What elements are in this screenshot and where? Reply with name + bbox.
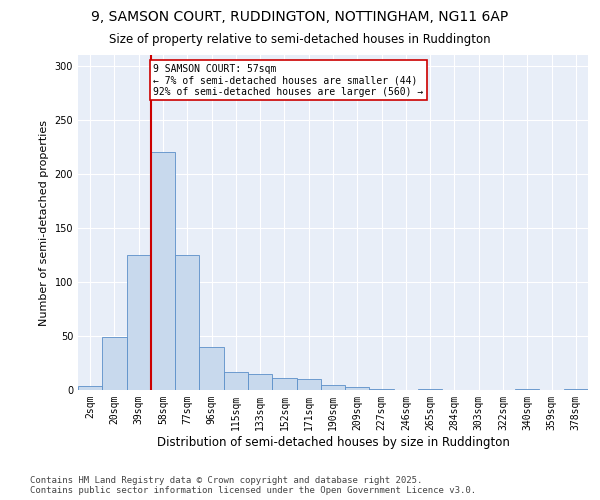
Y-axis label: Number of semi-detached properties: Number of semi-detached properties xyxy=(39,120,49,326)
Bar xyxy=(78,386,102,390)
Bar xyxy=(248,374,272,390)
Text: 9 SAMSON COURT: 57sqm
← 7% of semi-detached houses are smaller (44)
92% of semi-: 9 SAMSON COURT: 57sqm ← 7% of semi-detac… xyxy=(153,64,424,97)
Bar xyxy=(151,152,175,390)
Text: 9, SAMSON COURT, RUDDINGTON, NOTTINGHAM, NG11 6AP: 9, SAMSON COURT, RUDDINGTON, NOTTINGHAM,… xyxy=(91,10,509,24)
Bar xyxy=(345,387,370,390)
Bar xyxy=(127,255,151,390)
Bar xyxy=(199,347,224,390)
Bar xyxy=(224,372,248,390)
Bar xyxy=(515,389,539,390)
Bar xyxy=(418,389,442,390)
Text: Contains HM Land Registry data © Crown copyright and database right 2025.
Contai: Contains HM Land Registry data © Crown c… xyxy=(30,476,476,495)
X-axis label: Distribution of semi-detached houses by size in Ruddington: Distribution of semi-detached houses by … xyxy=(157,436,509,448)
Bar xyxy=(175,255,199,390)
Bar xyxy=(370,389,394,390)
Bar xyxy=(102,337,127,390)
Bar xyxy=(272,378,296,390)
Bar xyxy=(321,384,345,390)
Bar xyxy=(564,389,588,390)
Bar xyxy=(296,379,321,390)
Text: Size of property relative to semi-detached houses in Ruddington: Size of property relative to semi-detach… xyxy=(109,32,491,46)
